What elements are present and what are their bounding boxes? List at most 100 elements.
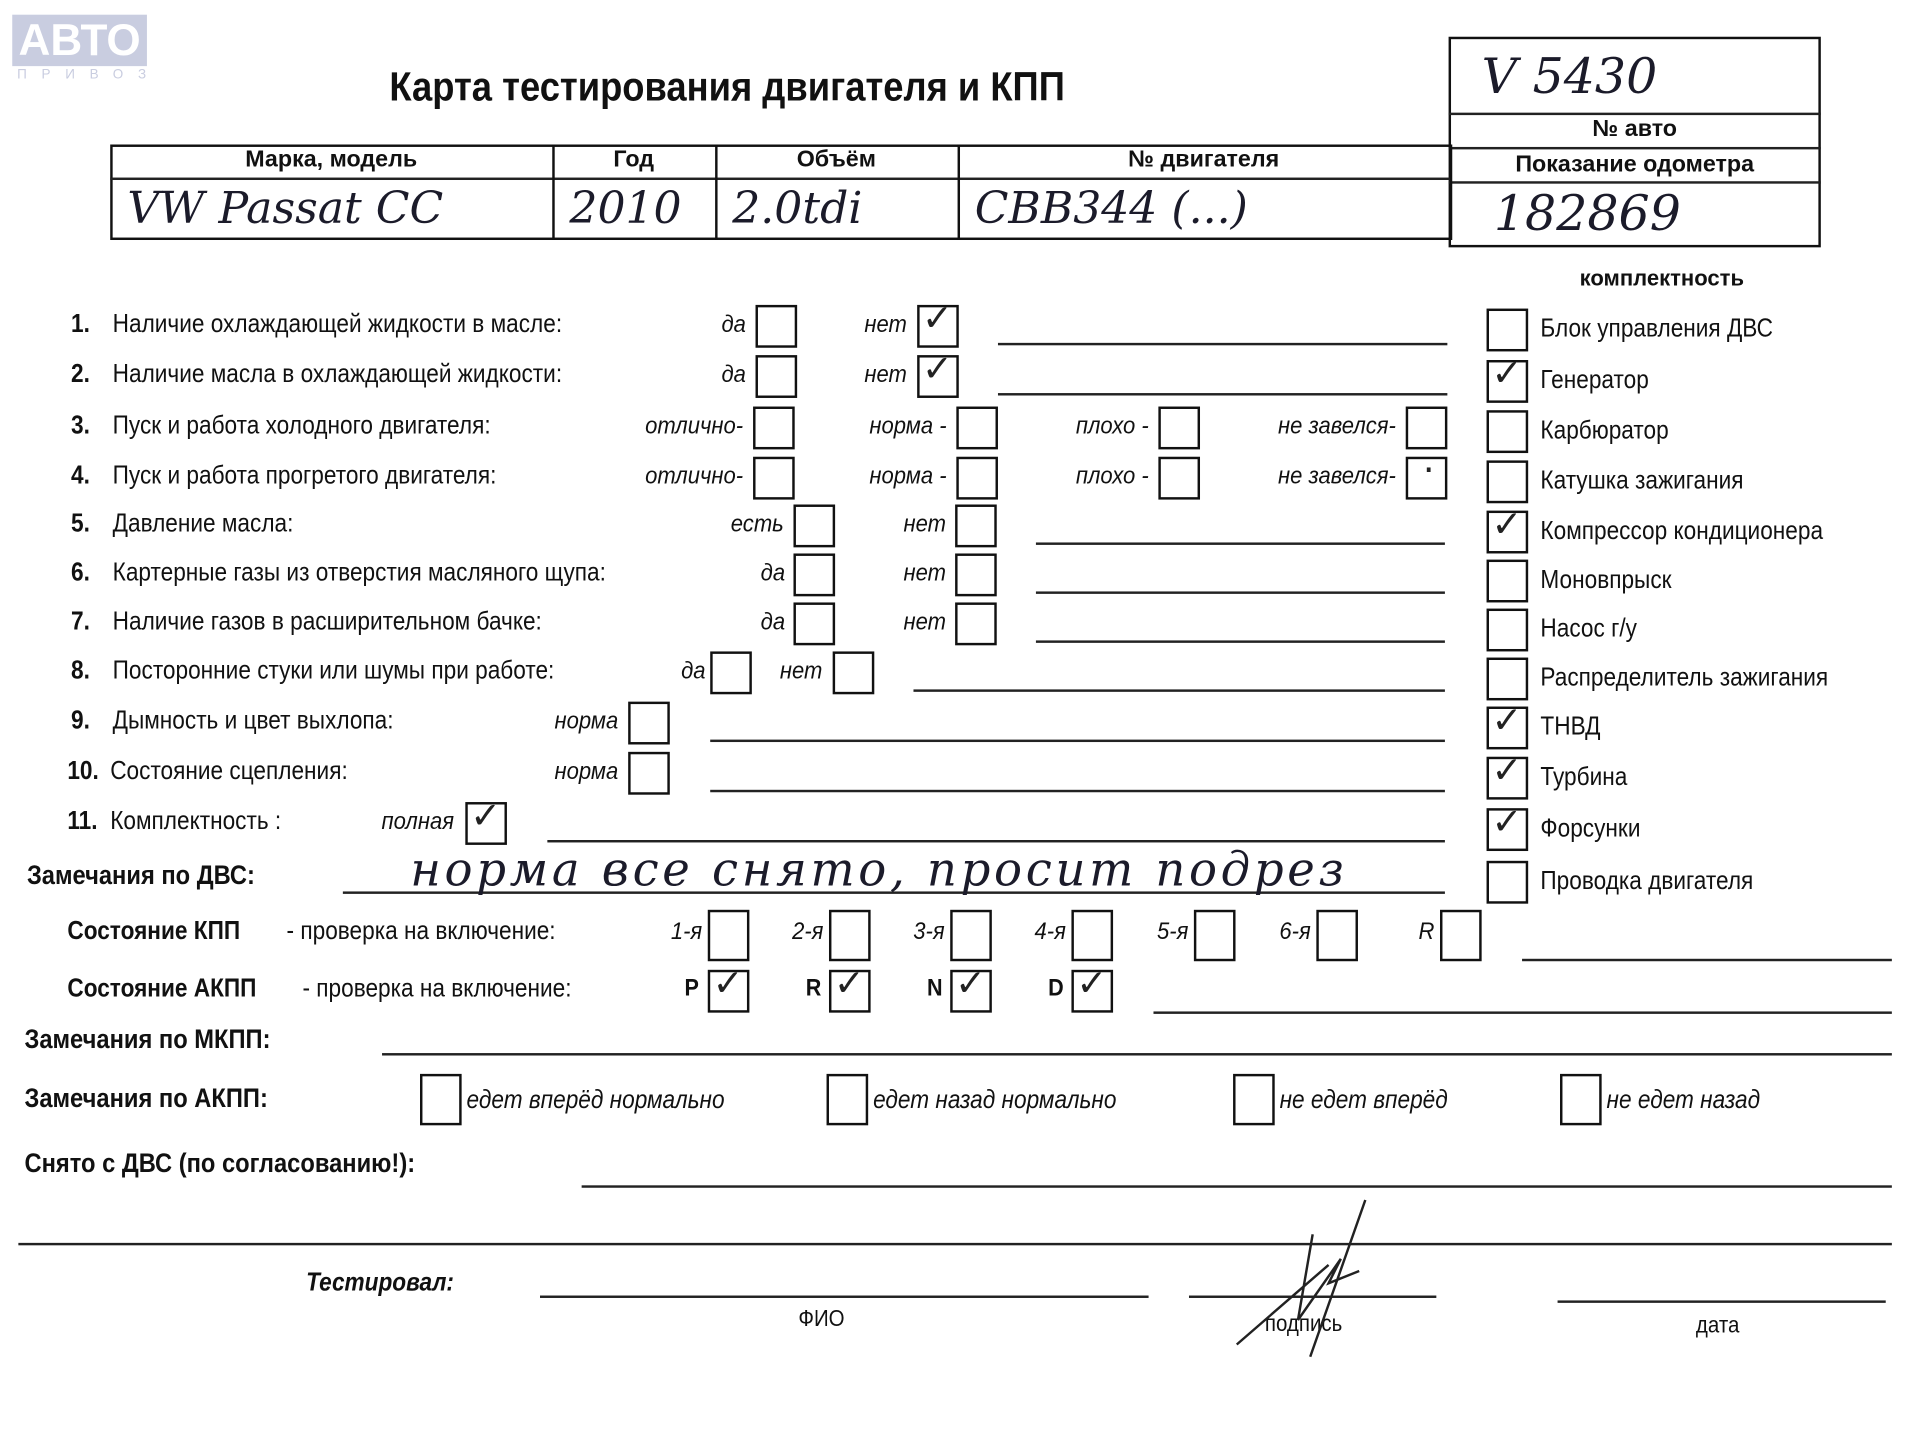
gear-checkbox[interactable]: ✓ (1071, 962, 1114, 1013)
checkmark-icon: ✓ (922, 297, 953, 341)
akpp-remarks-label: Замечания по АКПП: (24, 1082, 268, 1114)
akpp-remark-checkbox[interactable] (826, 1073, 869, 1126)
completeness-label: Генератор (1540, 366, 1649, 395)
completeness-checkbox[interactable]: ✓ (1486, 699, 1529, 750)
logo: АВТО (12, 14, 147, 67)
item-label: Комплектность : (110, 806, 282, 836)
checkmark-icon: ✓ (1491, 800, 1523, 844)
gear-checkbox[interactable] (1316, 909, 1358, 962)
option-checkbox[interactable] (1158, 406, 1201, 450)
completeness-checkbox[interactable] (1486, 559, 1529, 603)
option-label: норма - (869, 462, 947, 490)
option-label: полная (381, 808, 455, 836)
gear-checkbox[interactable]: ✓ (950, 962, 992, 1013)
option-checkbox[interactable] (1405, 406, 1448, 450)
option-label: норма (554, 757, 619, 785)
gear-label: 5-я (1156, 918, 1188, 946)
checkmark-icon: ✓ (1491, 749, 1523, 793)
checkmark-icon: ✓ (1491, 503, 1523, 547)
option-label: нет (904, 510, 947, 538)
answer-line (581, 1185, 1892, 1188)
handwritten-signature (1235, 1199, 1367, 1358)
item-number: 8. (71, 656, 90, 685)
option-checkbox[interactable]: ✓ (465, 795, 507, 845)
item-label: Давление масла: (112, 509, 294, 538)
option-label: да (760, 559, 785, 587)
option-checkbox[interactable] (753, 456, 795, 500)
item-number: 2. (71, 360, 90, 389)
option-checkbox[interactable]: · (1405, 449, 1448, 500)
gear-checkbox[interactable]: ✓ (828, 962, 871, 1013)
gear-checkbox[interactable] (828, 909, 871, 962)
completeness-checkbox[interactable] (1486, 410, 1529, 454)
signature-caption: подпись (1264, 1311, 1343, 1338)
option-label: нет (904, 559, 947, 587)
engine-remarks-label: Замечания по ДВС: (26, 859, 255, 891)
gear-checkbox[interactable] (707, 909, 750, 962)
answer-line (1153, 1011, 1892, 1014)
option-checkbox[interactable] (710, 651, 752, 695)
option-checkbox[interactable]: ✓ (917, 348, 959, 398)
item-number: 6. (71, 558, 90, 587)
option-checkbox[interactable] (1158, 456, 1201, 500)
checkmark-icon: ✓ (1491, 352, 1523, 396)
item-label: Посторонние стуки или шумы при работе: (112, 656, 555, 685)
odometer-label: Показание одометра (1515, 151, 1755, 178)
item-label: Наличие охлаждающей жидкости в масле: (112, 309, 563, 338)
option-checkbox[interactable] (832, 651, 875, 695)
option-checkbox[interactable]: ✓ (917, 298, 959, 348)
akpp-remark-checkbox[interactable] (420, 1073, 462, 1126)
option-checkbox[interactable] (755, 355, 798, 398)
option-checkbox[interactable] (955, 602, 997, 646)
answer-line (1035, 640, 1445, 643)
completeness-checkbox[interactable] (1486, 460, 1529, 504)
item-number: 9. (71, 706, 90, 735)
akpp-remark-checkbox[interactable] (1560, 1073, 1602, 1126)
completeness-checkbox[interactable]: ✓ (1486, 801, 1529, 852)
item-label: Наличие масла в охлаждающей жидкости: (112, 360, 563, 389)
option-checkbox[interactable] (793, 553, 836, 597)
option-label: плохо - (1075, 462, 1149, 490)
item-number: 5. (71, 509, 90, 538)
completeness-label: Форсунки (1540, 814, 1641, 843)
item-label: Состояние сцепления: (110, 756, 348, 785)
vehicle-table (110, 144, 1453, 241)
completeness-label: Катушка зажигания (1540, 466, 1744, 495)
option-checkbox[interactable] (628, 701, 670, 745)
tested-by-label: Тестировал: (306, 1268, 454, 1297)
answer-line (1035, 591, 1445, 594)
answer-line (547, 840, 1445, 843)
completeness-checkbox[interactable]: ✓ (1486, 749, 1529, 800)
gear-checkbox[interactable]: ✓ (707, 962, 750, 1013)
item-label: Картерные газы из отверстия масляного щу… (112, 558, 606, 587)
option-checkbox[interactable] (955, 553, 997, 597)
gear-checkbox[interactable] (950, 909, 992, 962)
akpp-remark-checkbox[interactable] (1233, 1073, 1275, 1126)
option-checkbox[interactable] (793, 602, 836, 646)
completeness-checkbox[interactable] (1486, 608, 1529, 652)
gear-checkbox[interactable] (1193, 909, 1236, 962)
auto-gearbox-sublabel: - проверка на включение: (302, 974, 572, 1003)
option-checkbox[interactable] (753, 406, 795, 450)
answer-line (710, 789, 1445, 793)
option-checkbox[interactable] (755, 304, 798, 348)
completeness-checkbox[interactable] (1486, 308, 1529, 352)
answer-line (997, 342, 1448, 346)
checkmark-icon: ✓ (1491, 699, 1523, 743)
completeness-checkbox[interactable] (1486, 657, 1529, 701)
page-title: Карта тестирования двигателя и КПП (389, 63, 1065, 109)
completeness-checkbox[interactable]: ✓ (1486, 353, 1529, 403)
option-checkbox[interactable] (955, 504, 997, 548)
option-checkbox[interactable] (628, 751, 670, 795)
option-checkbox[interactable] (956, 456, 998, 500)
item-number: 1. (71, 309, 90, 338)
car-number-label: № авто (1592, 116, 1678, 143)
completeness-checkbox[interactable] (1486, 860, 1529, 904)
fio-caption: ФИО (798, 1306, 845, 1333)
car-number-value: V 5430 (1481, 48, 1658, 106)
option-checkbox[interactable] (956, 406, 998, 450)
option-checkbox[interactable] (793, 504, 836, 548)
completeness-checkbox[interactable]: ✓ (1486, 503, 1529, 554)
gear-checkbox[interactable] (1440, 909, 1482, 962)
gear-checkbox[interactable] (1071, 909, 1114, 962)
